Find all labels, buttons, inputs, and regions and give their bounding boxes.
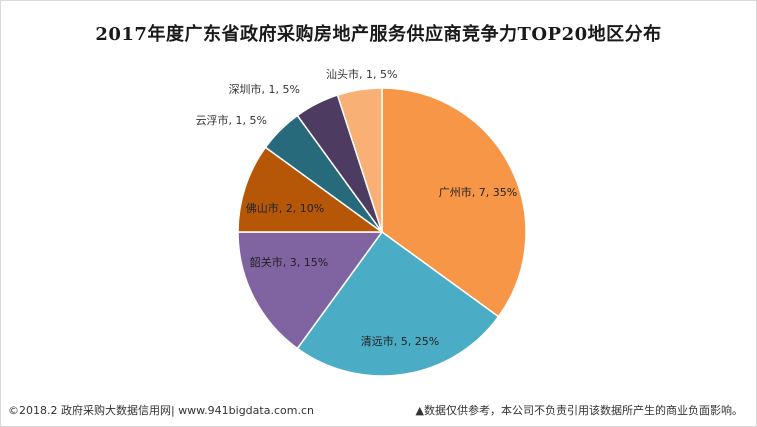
pie-slice-2 (296, 230, 500, 377)
data-label-7: 汕头市, 1, 5% (326, 67, 397, 81)
chart-title: 2017年度广东省政府采购房地产服务供应商竞争力TOP20地区分布 (95, 24, 662, 45)
data-label-3: 韶关市, 3, 15% (250, 255, 328, 269)
pie-slice-3 (237, 231, 384, 350)
pie-slice-4 (237, 146, 385, 233)
data-label-6: 深圳市, 1, 5% (229, 82, 300, 96)
data-label-5: 云浮市, 1, 5% (196, 113, 267, 127)
pie-slice-7 (336, 87, 383, 233)
footer-disclaimer: ▲数据仅供参考，本公司不负责引用该数据所产生的商业负面影响。 (415, 404, 743, 417)
pie-slice-1 (381, 87, 527, 318)
data-label-4: 佛山市, 2, 10% (246, 201, 324, 215)
data-label-1: 广州市, 7, 35% (439, 185, 517, 199)
data-label-2: 清远市, 5, 25% (361, 334, 439, 348)
footer-copyright: ©2018.2 政府采购大数据信用网| www.941bigdata.com.c… (8, 404, 314, 417)
